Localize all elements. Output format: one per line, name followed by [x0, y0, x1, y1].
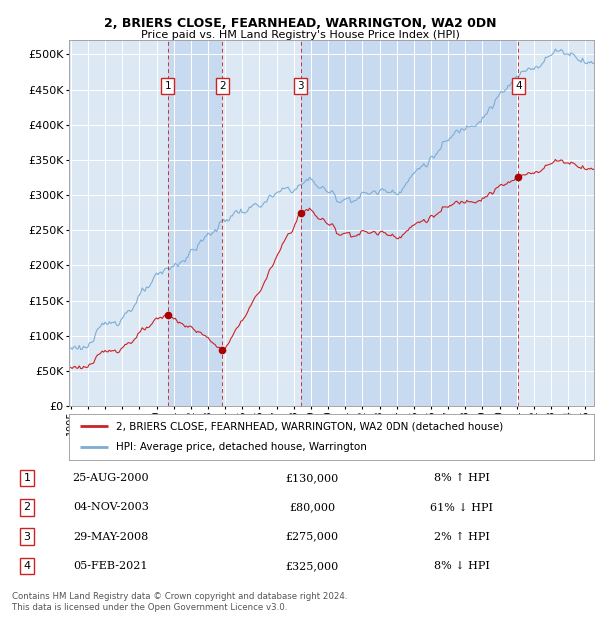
Text: 04-NOV-2003: 04-NOV-2003	[73, 502, 149, 513]
Text: 1: 1	[23, 473, 31, 484]
Text: 1: 1	[164, 81, 171, 91]
Text: 4: 4	[23, 560, 31, 571]
Text: Price paid vs. HM Land Registry's House Price Index (HPI): Price paid vs. HM Land Registry's House …	[140, 30, 460, 40]
Bar	[301, 40, 518, 406]
Text: 8% ↓ HPI: 8% ↓ HPI	[434, 560, 490, 571]
Text: 05-FEB-2021: 05-FEB-2021	[74, 560, 148, 571]
Text: £130,000: £130,000	[286, 473, 338, 484]
Text: Contains HM Land Registry data © Crown copyright and database right 2024.
This d: Contains HM Land Registry data © Crown c…	[12, 592, 347, 611]
Text: 2, BRIERS CLOSE, FEARNHEAD, WARRINGTON, WA2 0DN (detached house): 2, BRIERS CLOSE, FEARNHEAD, WARRINGTON, …	[116, 421, 503, 431]
Text: 2: 2	[219, 81, 226, 91]
Text: 29-MAY-2008: 29-MAY-2008	[73, 531, 149, 542]
Text: £275,000: £275,000	[286, 531, 338, 542]
Text: 4: 4	[515, 81, 521, 91]
Text: 3: 3	[298, 81, 304, 91]
Text: 2: 2	[23, 502, 31, 513]
Text: 2% ↑ HPI: 2% ↑ HPI	[434, 531, 490, 542]
Text: £80,000: £80,000	[289, 502, 335, 513]
Text: 3: 3	[23, 531, 31, 542]
Text: HPI: Average price, detached house, Warrington: HPI: Average price, detached house, Warr…	[116, 443, 367, 453]
Text: 2, BRIERS CLOSE, FEARNHEAD, WARRINGTON, WA2 0DN: 2, BRIERS CLOSE, FEARNHEAD, WARRINGTON, …	[104, 17, 496, 30]
Bar	[167, 40, 223, 406]
Text: 25-AUG-2000: 25-AUG-2000	[73, 473, 149, 484]
Text: £325,000: £325,000	[286, 560, 338, 571]
Text: 8% ↑ HPI: 8% ↑ HPI	[434, 473, 490, 484]
Text: 61% ↓ HPI: 61% ↓ HPI	[431, 502, 493, 513]
